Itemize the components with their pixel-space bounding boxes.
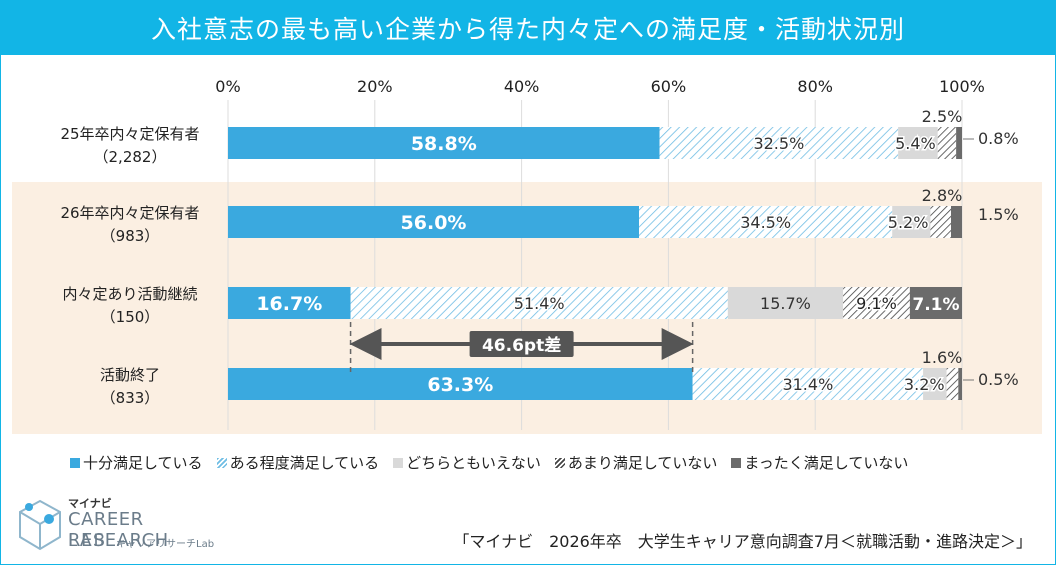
data-label: 34.5% [740,213,791,232]
category-label: 内々定あり活動継続 [62,285,197,303]
category-label: 活動終了 [100,366,160,384]
bar-segment [930,206,951,238]
x-tick-label: 0% [215,77,240,96]
data-label: 0.8% [978,129,1019,148]
data-label: 32.5% [753,134,804,153]
data-label: 31.4% [782,375,833,394]
data-label: 16.7% [256,293,322,315]
x-tick-label: 40% [504,77,540,96]
data-label: 2.8% [922,186,963,205]
legend-swatch [216,457,227,468]
bar-segment [843,287,910,319]
bar-segment [727,287,844,319]
legend-label: ある程度満足している [229,454,380,472]
bar-segment [898,127,938,159]
data-label: 51.4% [514,294,565,313]
data-label: 1.5% [978,205,1019,224]
category-label: 26年卒内々定保有者 [60,204,199,222]
category-n: （150） [101,308,160,326]
legend-item: 十分満足している [70,452,203,473]
bar-segment [923,368,947,400]
legend-item: あまり満足していない [554,452,718,473]
bar-segment [228,368,693,400]
category-n: （983） [101,227,160,245]
logo: マイナビ CAREER RESEARCH LAB キャリアリサーチLab [16,495,236,555]
source-note: 「マイナビ 2026年卒 大学生キャリア意向調査7月＜就職活動・進路決定＞」 [453,532,1032,551]
data-label: 2.5% [922,107,963,126]
data-label: 7.1% [912,295,959,315]
x-tick-label: 60% [651,77,687,96]
legend-label: まったく満足していない [744,454,909,472]
bar-segment [659,127,899,159]
logo-brand: マイナビ [68,497,112,510]
logo-line2: LAB [68,531,108,551]
logo-cube-icon [19,499,61,551]
data-label: 58.8% [411,133,477,155]
data-label: 0.5% [978,370,1019,389]
logo-line2-sub: キャリアリサーチLab [116,539,215,550]
data-label: 5.4% [895,134,936,153]
data-label: 3.2% [904,375,945,394]
x-tick-label: 20% [357,77,393,96]
legend-swatch [70,457,80,468]
category-label: 25年卒内々定保有者 [60,125,199,143]
legend-item: まったく満足していない [731,452,908,473]
difference-badge [469,331,574,357]
data-label: 9.1% [856,294,897,313]
category-n: （2,282） [94,148,167,166]
legend-swatch [554,457,565,468]
chart-title: 入社意志の最も高い企業から得た内々定への満足度・活動状況別 [1,1,1055,55]
data-label: 56.0% [401,212,467,234]
bar-segment [692,368,924,400]
legend-label: あまり満足していない [567,454,718,472]
bar-segment [956,127,962,159]
bar-segment [228,287,351,319]
difference-label: 46.6pt差 [482,335,561,356]
bar-segment [950,206,962,238]
legend-label: 十分満足している [83,454,203,472]
bar-segment [350,287,728,319]
bar-segment [946,368,959,400]
bar-segment [937,127,957,159]
legend-swatch [393,457,404,468]
bar-segment [909,287,962,319]
legend-item: ある程度満足している [216,452,380,473]
x-tick-label: 100% [939,77,985,96]
data-label: 63.3% [427,374,493,396]
legend: 十分満足している ある程度満足している どちらともいえない あまり満足していない まった… [70,452,908,473]
data-label: 1.6% [922,348,963,367]
bar-segment [892,206,931,238]
legend-item: どちらともいえない [393,452,541,473]
bar-segment [228,127,660,159]
data-label: 5.2% [888,213,929,232]
bar-segment [228,206,640,238]
bar-segment [639,206,893,238]
x-tick-label: 80% [797,77,833,96]
category-n: （833） [101,389,160,407]
bar-segment [958,368,962,400]
data-label: 15.7% [760,294,811,313]
legend-label: どちらともいえない [406,454,541,472]
legend-swatch [731,457,742,468]
logo-line1: CAREER RESEARCH [68,509,169,551]
